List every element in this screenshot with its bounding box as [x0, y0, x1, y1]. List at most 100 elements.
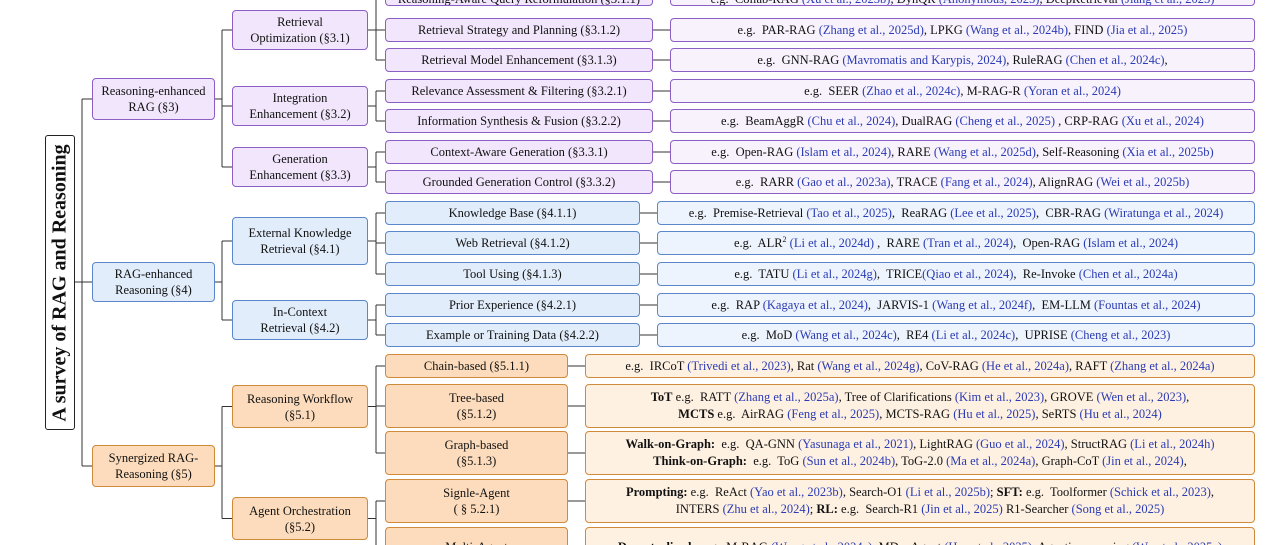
label-line: Integration	[272, 91, 328, 105]
example-cite: (Wang et al., 2024c)	[795, 327, 897, 342]
leaf-node: Web Retrieval (§4.1.2)	[385, 231, 640, 255]
example-cite: (Yoran et al., 2024)	[1023, 83, 1121, 98]
label-line: Enhancement (§3.2)	[249, 107, 351, 121]
example-cite: (Chu et al., 2024)	[807, 113, 896, 128]
section-node: Synergized RAG- Reasoning (§5)	[92, 445, 215, 487]
example-cite: (Gao et al., 2023a)	[797, 174, 891, 189]
examples-node: e.g. Collab-RAG (Xu et al., 2025b), DynQ…	[670, 0, 1255, 6]
example-cite: (Wang et al., 2025d)	[933, 144, 1036, 159]
group-node: Agent Orchestration (§5.2)	[232, 497, 368, 540]
example-cite: (Schick et al., 2023)	[1109, 485, 1211, 499]
example-line: e.g. TATU (Li et al., 2024g), TRICE(Qiao…	[734, 266, 1177, 283]
examples-node: e.g. BeamAggR (Chu et al., 2024), DualRA…	[670, 109, 1255, 133]
example-text: , TRICE	[876, 266, 923, 281]
example-cite: (Wen et al., 2023)	[1096, 390, 1187, 404]
example-text: e.g. Search-R1	[837, 502, 922, 516]
example-bold: MCTS	[678, 407, 715, 421]
label-line: External Knowledge	[248, 226, 352, 240]
example-text: ,	[1164, 52, 1168, 67]
example-cite: (Lee et al., 2025)	[950, 205, 1036, 220]
example-text: , M-RAG-R	[960, 83, 1024, 98]
examples-node: e.g. IRCoT (Trivedi et al., 2023), Rat (…	[585, 354, 1255, 378]
example-text: , AlignRAG	[1032, 174, 1097, 189]
example-text: e.g. PAR-RAG	[737, 22, 819, 37]
label-line: RAG-enhanced	[114, 267, 193, 281]
leaf-node: Chain-based (§5.1.1)	[385, 354, 568, 378]
example-cite: (Wang et al., 2024e)	[771, 540, 872, 545]
example-text: e.g. BeamAggR	[721, 113, 808, 128]
example-cite: (Hu et al., 2025)	[953, 407, 1036, 421]
example-line: e.g. IRCoT (Trivedi et al., 2023), Rat (…	[625, 358, 1214, 375]
example-text: ,	[1210, 485, 1215, 499]
example-line: e.g. MoD (Wang et al., 2024c), RE4 (Li e…	[742, 327, 1171, 344]
example-cite: (Li et al., 2024g)	[792, 266, 877, 281]
example-text: e.g. QA-GNN	[715, 437, 799, 451]
example-text: , RuleRAG	[1006, 52, 1066, 67]
label-line: Chain-based (§5.1.1)	[423, 359, 530, 373]
examples-node: e.g. Open-RAG (Islam et al., 2024), RARE…	[670, 140, 1255, 164]
root-node: A survey of RAG and Reasoning	[45, 135, 75, 430]
example-cite: (Jiang et al., 2025)	[1121, 0, 1214, 5]
example-line: ToT e.g. RATT (Zhang et al., 2025a), Tre…	[651, 389, 1190, 406]
example-text: , FIND	[1068, 22, 1107, 37]
example-cite: (Fang et al., 2024)	[940, 174, 1033, 189]
example-cite: (Chen et al., 2024a)	[1078, 266, 1178, 281]
example-line: e.g. SEER (Zhao et al., 2024c), M-RAG-R …	[804, 83, 1121, 100]
example-text: e.g. IRCoT	[625, 358, 688, 373]
examples-node: e.g. MoD (Wang et al., 2024c), RE4 (Li e…	[657, 323, 1255, 347]
group-node: Generation Enhancement (§3.3)	[232, 147, 368, 187]
example-line: MCTS e.g. AirRAG (Feng et al., 2025), MC…	[678, 406, 1162, 423]
example-bold: RL:	[816, 502, 838, 516]
example-cite: (Li et al., 2024h)	[1130, 437, 1215, 451]
leaf-node: Example or Training Data (§4.2.2)	[385, 323, 640, 347]
example-text: ;	[990, 485, 997, 499]
example-cite: (Chen et al., 2024c)	[1065, 52, 1165, 67]
label-line: Reasoning Workflow	[246, 391, 354, 406]
example-cite: (Xu et al., 2025b)	[802, 0, 891, 5]
example-text: , DualRAG	[895, 113, 956, 128]
examples-node: e.g. RARR (Gao et al., 2023a), TRACE (Fa…	[670, 170, 1255, 194]
example-cite: (Wang et al., 2024g)	[817, 358, 920, 373]
example-text: ,	[1183, 454, 1187, 468]
example-cite: (Feng et al., 2025)	[787, 407, 880, 421]
examples-node: e.g. TATU (Li et al., 2024g), TRICE(Qiao…	[657, 262, 1255, 286]
examples-node: e.g. SEER (Zhao et al., 2024c), M-RAG-R …	[670, 79, 1255, 103]
leaf-node: Prior Experience (§4.2.1)	[385, 293, 640, 317]
example-cite: (Jin et al., 2025)	[921, 502, 1003, 516]
example-bold: SFT:	[996, 485, 1023, 499]
example-text: , LightRAG	[913, 437, 976, 451]
example-cite: (Tao et al., 2025)	[806, 205, 892, 220]
example-cite: (Wang et al., 2024f)	[932, 297, 1033, 312]
example-cite: (Cheng et al., 2023)	[1070, 327, 1171, 342]
label-line: Retrieval (§4.2)	[260, 321, 340, 335]
example-bold: Prompting:	[625, 485, 688, 499]
section-node: RAG-enhanced Reasoning (§4)	[92, 262, 215, 302]
example-cite: (Song et al., 2025)	[1071, 502, 1165, 516]
example-text: e.g. RARR	[735, 174, 798, 189]
example-bold: ToT	[650, 390, 673, 404]
label-line: Prior Experience (§4.2.1)	[448, 298, 577, 312]
example-text: , CRP-RAG	[1055, 113, 1122, 128]
label-line: Reasoning-Aware Query Reformulation (§3.…	[398, 0, 640, 5]
example-text: e.g. MoD	[741, 327, 796, 342]
group-node: External Knowledge Retrieval (§4.1)	[232, 217, 368, 265]
label-line: (§5.2)	[284, 519, 316, 534]
example-text: e.g. RATT	[672, 390, 735, 404]
label-line: RAG (§3)	[128, 100, 179, 114]
leaf-node: Knowledge Base (§4.1.1)	[385, 201, 640, 225]
example-text: e.g. ALR	[733, 235, 783, 250]
example-cite: (Jin et al., 2024)	[1102, 454, 1184, 468]
example-text: e.g. Toolformer	[1022, 485, 1110, 499]
leaf-node: Information Synthesis & Fusion (§3.2.2)	[385, 109, 653, 133]
group-node: Retrieval Optimization (§3.1)	[232, 10, 368, 50]
group-node: Integration Enhancement (§3.2)	[232, 86, 368, 126]
label-line: Retrieval Model Enhancement (§3.1.3)	[421, 53, 617, 67]
example-text: , RARE	[874, 235, 923, 250]
example-text: , Agentic reasoning	[1032, 540, 1132, 545]
example-text: , RARE	[891, 144, 934, 159]
leaf-node: Grounded Generation Control (§3.3.2)	[385, 170, 653, 194]
label-line: Relevance Assessment & Filtering (§3.2.1…	[411, 84, 627, 98]
example-cite: (Li et al., 2024c)	[931, 327, 1016, 342]
